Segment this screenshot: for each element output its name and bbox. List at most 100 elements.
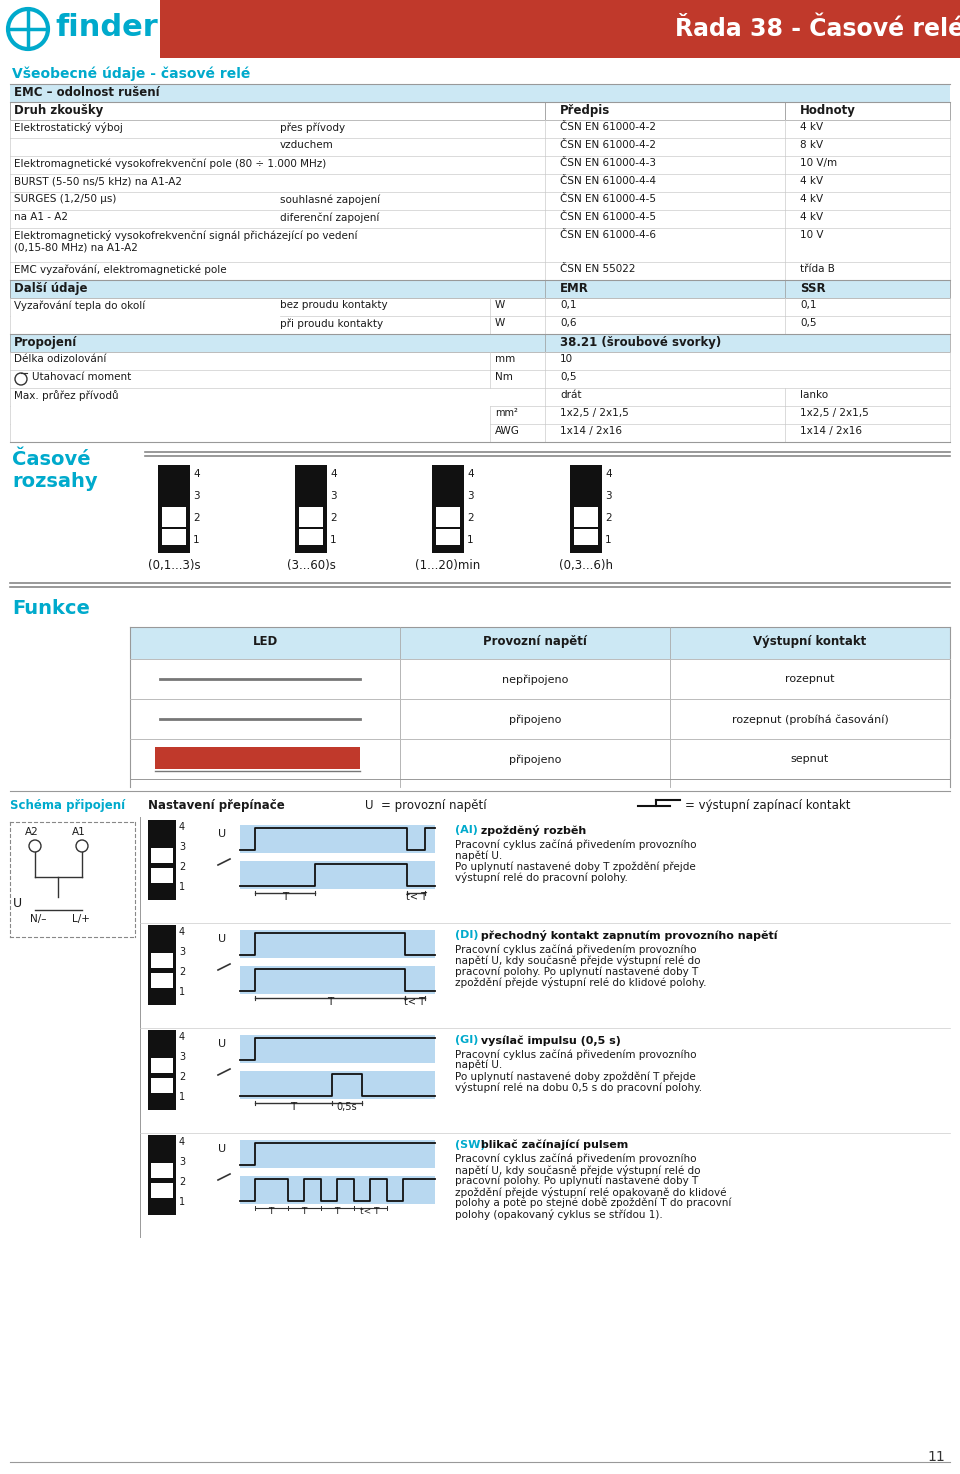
Text: U: U (218, 828, 227, 839)
Bar (151, 848, 173, 862)
Text: ČSN EN 61000-4-4: ČSN EN 61000-4-4 (560, 175, 656, 186)
Text: souhlasné zapojení: souhlasné zapojení (280, 195, 380, 205)
Text: EMC – odolnost rušení: EMC – odolnost rušení (14, 85, 159, 99)
Text: 4: 4 (193, 469, 200, 479)
Text: Elektromagnetické vysokofrekvenční pole (80 ÷ 1.000 MHz): Elektromagnetické vysokofrekvenční pole … (14, 158, 326, 168)
Bar (148, 820, 176, 901)
Text: = výstupní zapínací kontakt: = výstupní zapínací kontakt (685, 799, 851, 812)
Text: 4 kV: 4 kV (800, 212, 823, 223)
Text: Utahovací moment: Utahovací moment (32, 371, 132, 382)
Text: Provozní napětí: Provozní napětí (483, 635, 587, 649)
Bar (151, 954, 173, 968)
Text: pracovní polohy. Po uplynutí nastavené doby T: pracovní polohy. Po uplynutí nastavené d… (455, 1176, 698, 1187)
Text: 2: 2 (179, 862, 185, 873)
Text: rozepnut: rozepnut (785, 674, 835, 684)
Text: 1x2,5 / 2x1,5: 1x2,5 / 2x1,5 (560, 408, 629, 419)
Text: 4: 4 (330, 469, 337, 479)
Text: (0,3...6)h: (0,3...6)h (559, 559, 613, 572)
Text: 2: 2 (467, 513, 473, 523)
Text: 4: 4 (179, 1136, 185, 1147)
Bar (240, 965, 435, 993)
Text: SURGES (1,2/50 μs): SURGES (1,2/50 μs) (14, 195, 116, 203)
Text: Elektrostatický výboj: Elektrostatický výboj (14, 122, 123, 133)
Text: AWG: AWG (495, 426, 520, 436)
Bar (162, 529, 186, 545)
Text: rozsahy: rozsahy (12, 472, 98, 491)
Text: Předpis: Předpis (560, 105, 611, 116)
Text: (0,15-80 MHz) na A1-A2: (0,15-80 MHz) na A1-A2 (14, 242, 138, 252)
Bar (574, 507, 598, 528)
Bar (148, 926, 176, 1005)
Text: pracovní polohy. Po uplynutí nastavené doby T: pracovní polohy. Po uplynutí nastavené d… (455, 965, 698, 976)
Text: 11: 11 (927, 1450, 945, 1464)
Text: 4: 4 (179, 822, 185, 831)
Text: Elektromagnetický vysokofrekvenční signál přicházející po vedení: Elektromagnetický vysokofrekvenční signá… (14, 230, 357, 242)
Text: 2: 2 (179, 967, 185, 977)
Text: připojeno: připojeno (509, 755, 562, 765)
Text: t< T: t< T (360, 1207, 380, 1216)
Text: přechodný kontakt zapnutím provozního napětí: přechodný kontakt zapnutím provozního na… (477, 930, 778, 940)
Text: 10 V/m: 10 V/m (800, 158, 837, 168)
Text: zpoždění přejde výstupní relé opakovaně do klidové: zpoždění přejde výstupní relé opakovaně … (455, 1187, 727, 1198)
Text: EMR: EMR (560, 282, 588, 295)
Bar (10, 102, 950, 119)
Text: 1: 1 (179, 988, 185, 996)
Text: Funkce: Funkce (12, 598, 90, 618)
Bar (160, 0, 960, 57)
Text: zpožděný rozběh: zpožděný rozběh (477, 825, 587, 836)
Text: ČSN EN 61000-4-3: ČSN EN 61000-4-3 (560, 158, 656, 168)
Text: Nm: Nm (495, 371, 513, 382)
Text: 10 V: 10 V (800, 230, 824, 240)
Text: Pracovní cyklus začíná přivedením provozního: Pracovní cyklus začíná přivedením provoz… (455, 839, 697, 849)
Text: 4 kV: 4 kV (800, 175, 823, 186)
Bar (240, 930, 435, 958)
Bar (240, 825, 435, 853)
Text: T: T (268, 1207, 274, 1216)
Text: vzduchem: vzduchem (280, 140, 334, 150)
Text: ČSN EN 61000-4-5: ČSN EN 61000-4-5 (560, 212, 656, 223)
Text: (DI): (DI) (455, 930, 478, 940)
Text: t< T: t< T (404, 996, 425, 1007)
Bar (151, 1163, 173, 1178)
Text: 2: 2 (605, 513, 612, 523)
Text: (3...60)s: (3...60)s (287, 559, 335, 572)
Bar (436, 529, 460, 545)
Text: Výstupní kontakt: Výstupní kontakt (754, 635, 867, 649)
Text: U: U (13, 898, 22, 909)
Text: U: U (218, 935, 227, 943)
Text: přes přívody: přes přívody (280, 122, 346, 133)
Text: 2: 2 (330, 513, 337, 523)
Text: T: T (334, 1207, 340, 1216)
Text: 1: 1 (179, 881, 185, 892)
Bar (240, 1176, 435, 1204)
Text: 1: 1 (179, 1197, 185, 1207)
Bar (240, 861, 435, 889)
Text: 38.21 (šroubové svorky): 38.21 (šroubové svorky) (560, 336, 721, 349)
Text: připojeno: připojeno (509, 713, 562, 725)
Text: 0,6: 0,6 (560, 318, 577, 329)
Text: třída B: třída B (800, 264, 835, 274)
Text: 3: 3 (179, 1052, 185, 1061)
Bar (158, 464, 190, 553)
Text: 1: 1 (179, 1092, 185, 1103)
Text: 8 kV: 8 kV (800, 140, 823, 150)
Text: 1: 1 (467, 535, 473, 545)
Text: 4 kV: 4 kV (800, 122, 823, 133)
Text: 3: 3 (193, 491, 200, 501)
Text: U: U (218, 1144, 227, 1154)
Bar (155, 747, 360, 769)
Text: U: U (218, 1039, 227, 1049)
Text: 0,5: 0,5 (560, 371, 577, 382)
Bar (151, 973, 173, 988)
Text: 4: 4 (467, 469, 473, 479)
Text: 3: 3 (467, 491, 473, 501)
Text: Všeobecné údaje - časové relé: Všeobecné údaje - časové relé (12, 66, 251, 81)
Text: EMC vyzařování, elektromagnetické pole: EMC vyzařování, elektromagnetické pole (14, 264, 227, 274)
Text: napětí U, kdy současně přejde výstupní relé do: napětí U, kdy současně přejde výstupní r… (455, 955, 701, 965)
Text: (GI): (GI) (455, 1035, 478, 1045)
Text: LED: LED (252, 635, 277, 649)
Text: mm: mm (495, 354, 516, 364)
Bar (151, 1184, 173, 1198)
Text: T: T (326, 996, 333, 1007)
Text: napětí U.: napětí U. (455, 1060, 502, 1070)
